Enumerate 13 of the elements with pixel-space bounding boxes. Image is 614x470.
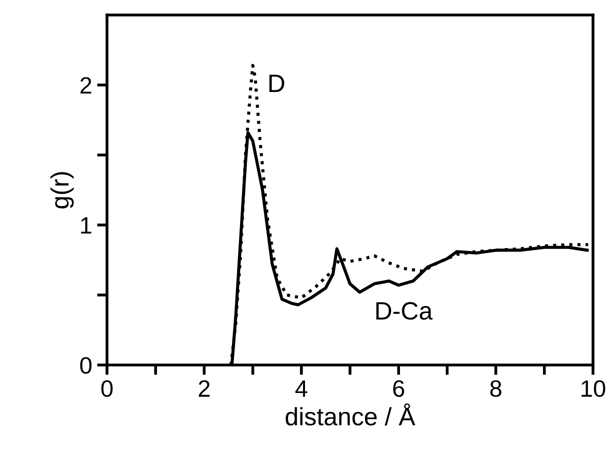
annotation: D-Ca — [376, 302, 433, 320]
x-tick-label: 6 — [393, 380, 404, 397]
y-tick-label: 2 — [80, 77, 92, 94]
x-tick-label: 10 — [582, 380, 606, 397]
x-tick-label: 0 — [101, 380, 113, 397]
y-axis-title: g(r) — [50, 172, 74, 208]
x-tick-label: 2 — [198, 380, 210, 397]
x-axis-title: distance / Å — [286, 403, 416, 426]
y-tick-label: 0 — [80, 357, 92, 374]
x-tick-label: 4 — [295, 380, 308, 397]
x-tick-label: 8 — [490, 380, 502, 397]
y-tick-label: 1 — [81, 217, 92, 234]
annotation: D — [269, 74, 284, 92]
